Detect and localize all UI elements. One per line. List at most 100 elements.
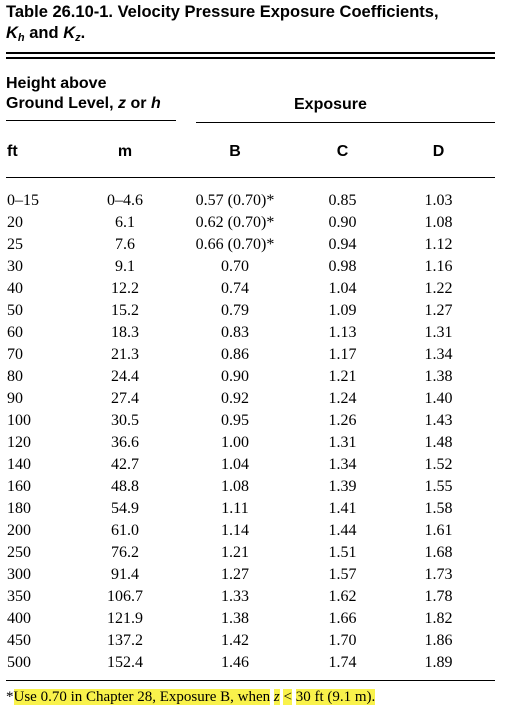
footnote-text-2: 30 ft (9.1 m). xyxy=(295,689,376,705)
cell-ft: 0–15 xyxy=(7,192,39,209)
cell-c: 1.70 xyxy=(328,632,357,649)
table-row: 100 30.5 0.95 1.26 1.43 xyxy=(0,410,508,432)
column-header-c: C xyxy=(336,143,349,160)
cell-c: 1.44 xyxy=(328,522,357,539)
table-row: 80 24.4 0.90 1.21 1.38 xyxy=(0,366,508,388)
table-row: 180 54.9 1.11 1.41 1.58 xyxy=(0,498,508,520)
table-bottom-rule xyxy=(6,680,495,681)
table-row: 20 6.1 0.62 (0.70)* 0.90 1.08 xyxy=(0,212,508,234)
table-row: 60 18.3 0.83 1.13 1.31 xyxy=(0,322,508,344)
cell-ft: 350 xyxy=(7,588,31,605)
cell-m: 24.4 xyxy=(111,368,139,385)
table-row: 0–15 0–4.6 0.57 (0.70)* 0.85 1.03 xyxy=(0,190,508,212)
cell-c: 0.94 xyxy=(328,236,357,253)
cell-d: 1.68 xyxy=(424,544,453,561)
cell-ft: 140 xyxy=(7,456,31,473)
cell-c: 1.39 xyxy=(328,478,357,495)
cell-m: 18.3 xyxy=(111,324,139,341)
cell-m: 137.2 xyxy=(107,632,143,649)
cell-b: 1.33 xyxy=(221,588,249,605)
cell-d: 1.22 xyxy=(424,280,453,297)
cell-d: 1.12 xyxy=(424,236,453,253)
cell-m: 15.2 xyxy=(111,302,139,319)
cell-d: 1.61 xyxy=(424,522,453,539)
kz-symbol: Kz xyxy=(63,24,81,44)
cell-m: 42.7 xyxy=(111,456,139,473)
cell-b: 0.57 (0.70)* xyxy=(195,192,275,209)
cell-b: 0.70 xyxy=(221,258,249,275)
cell-c: 1.26 xyxy=(328,412,357,429)
cell-ft: 25 xyxy=(7,236,23,253)
table-row: 250 76.2 1.21 1.51 1.68 xyxy=(0,542,508,564)
cell-m: 76.2 xyxy=(111,544,139,561)
cell-m: 30.5 xyxy=(111,412,139,429)
kh-symbol: Kh xyxy=(6,24,25,44)
cell-d: 1.34 xyxy=(424,346,453,363)
cell-ft: 60 xyxy=(7,324,23,341)
table-row: 200 61.0 1.14 1.44 1.61 xyxy=(0,520,508,542)
exposure-header-underline xyxy=(196,122,495,123)
column-header-d: D xyxy=(432,143,445,160)
cell-d: 1.40 xyxy=(424,390,453,407)
cell-ft: 300 xyxy=(7,566,31,583)
cell-m: 48.8 xyxy=(111,478,139,495)
cell-m: 6.1 xyxy=(115,214,135,231)
cell-m: 121.9 xyxy=(107,610,143,627)
table-row: 70 21.3 0.86 1.17 1.34 xyxy=(0,344,508,366)
cell-b: 1.08 xyxy=(221,478,249,495)
table-row: 450 137.2 1.42 1.70 1.86 xyxy=(0,630,508,652)
cell-b: 0.95 xyxy=(221,412,249,429)
cell-d: 1.55 xyxy=(424,478,453,495)
cell-m: 91.4 xyxy=(111,566,139,583)
cell-c: 1.51 xyxy=(328,544,357,561)
footnote-lt: < xyxy=(283,689,292,705)
table-row: 350 106.7 1.33 1.62 1.78 xyxy=(0,586,508,608)
cell-d: 1.43 xyxy=(424,412,453,429)
table-row: 120 36.6 1.00 1.31 1.48 xyxy=(0,432,508,454)
cell-c: 1.41 xyxy=(328,500,357,517)
cell-c: 1.17 xyxy=(328,346,357,363)
cell-d: 1.86 xyxy=(424,632,453,649)
footnote: *Use 0.70 in Chapter 28, Exposure B, whe… xyxy=(6,687,376,707)
cell-b: 1.04 xyxy=(221,456,249,473)
height-header-line2: Ground Level, z or h xyxy=(6,95,161,112)
table-row: 140 42.7 1.04 1.34 1.52 xyxy=(0,454,508,476)
cell-m: 152.4 xyxy=(107,654,143,671)
cell-ft: 200 xyxy=(7,522,31,539)
cell-d: 1.78 xyxy=(424,588,453,605)
table-title: Table 26.10-1. Velocity Pressure Exposur… xyxy=(6,2,502,44)
cell-m: 0–4.6 xyxy=(107,192,143,209)
cell-m: 54.9 xyxy=(111,500,139,517)
footnote-star: * xyxy=(6,689,14,705)
title-period: . xyxy=(80,24,86,42)
table-body: 0–15 0–4.6 0.57 (0.70)* 0.85 1.03 20 6.1 0.62 (… xyxy=(0,190,508,674)
cell-d: 1.03 xyxy=(424,192,453,209)
cell-ft: 120 xyxy=(7,434,31,451)
cell-b: 1.14 xyxy=(221,522,249,539)
table-row: 40 12.2 0.74 1.04 1.22 xyxy=(0,278,508,300)
cell-m: 21.3 xyxy=(111,346,139,363)
cell-d: 1.31 xyxy=(424,324,453,341)
cell-m: 9.1 xyxy=(115,258,135,275)
cell-b: 0.83 xyxy=(221,324,249,341)
cell-b: 0.92 xyxy=(221,390,249,407)
cell-b: 1.00 xyxy=(221,434,249,451)
cell-b: 0.79 xyxy=(221,302,249,319)
table-row: 90 27.4 0.92 1.24 1.40 xyxy=(0,388,508,410)
table-row: 500 152.4 1.46 1.74 1.89 xyxy=(0,652,508,674)
header-bottom-rule xyxy=(6,177,495,178)
table-row: 25 7.6 0.66 (0.70)* 0.94 1.12 xyxy=(0,234,508,256)
cell-c: 0.90 xyxy=(328,214,357,231)
cell-m: 7.6 xyxy=(115,236,135,253)
cell-d: 1.73 xyxy=(424,566,453,583)
cell-c: 1.66 xyxy=(328,610,357,627)
cell-b: 0.62 (0.70)* xyxy=(195,214,275,231)
cell-c: 1.09 xyxy=(328,302,357,319)
exposure-header: Exposure xyxy=(294,96,367,113)
table-row: 400 121.9 1.38 1.66 1.82 xyxy=(0,608,508,630)
cell-c: 1.74 xyxy=(328,654,357,671)
cell-m: 106.7 xyxy=(107,588,143,605)
title-and: and xyxy=(29,24,59,42)
height-header-line1: Height above xyxy=(6,75,107,92)
cell-c: 1.04 xyxy=(328,280,357,297)
